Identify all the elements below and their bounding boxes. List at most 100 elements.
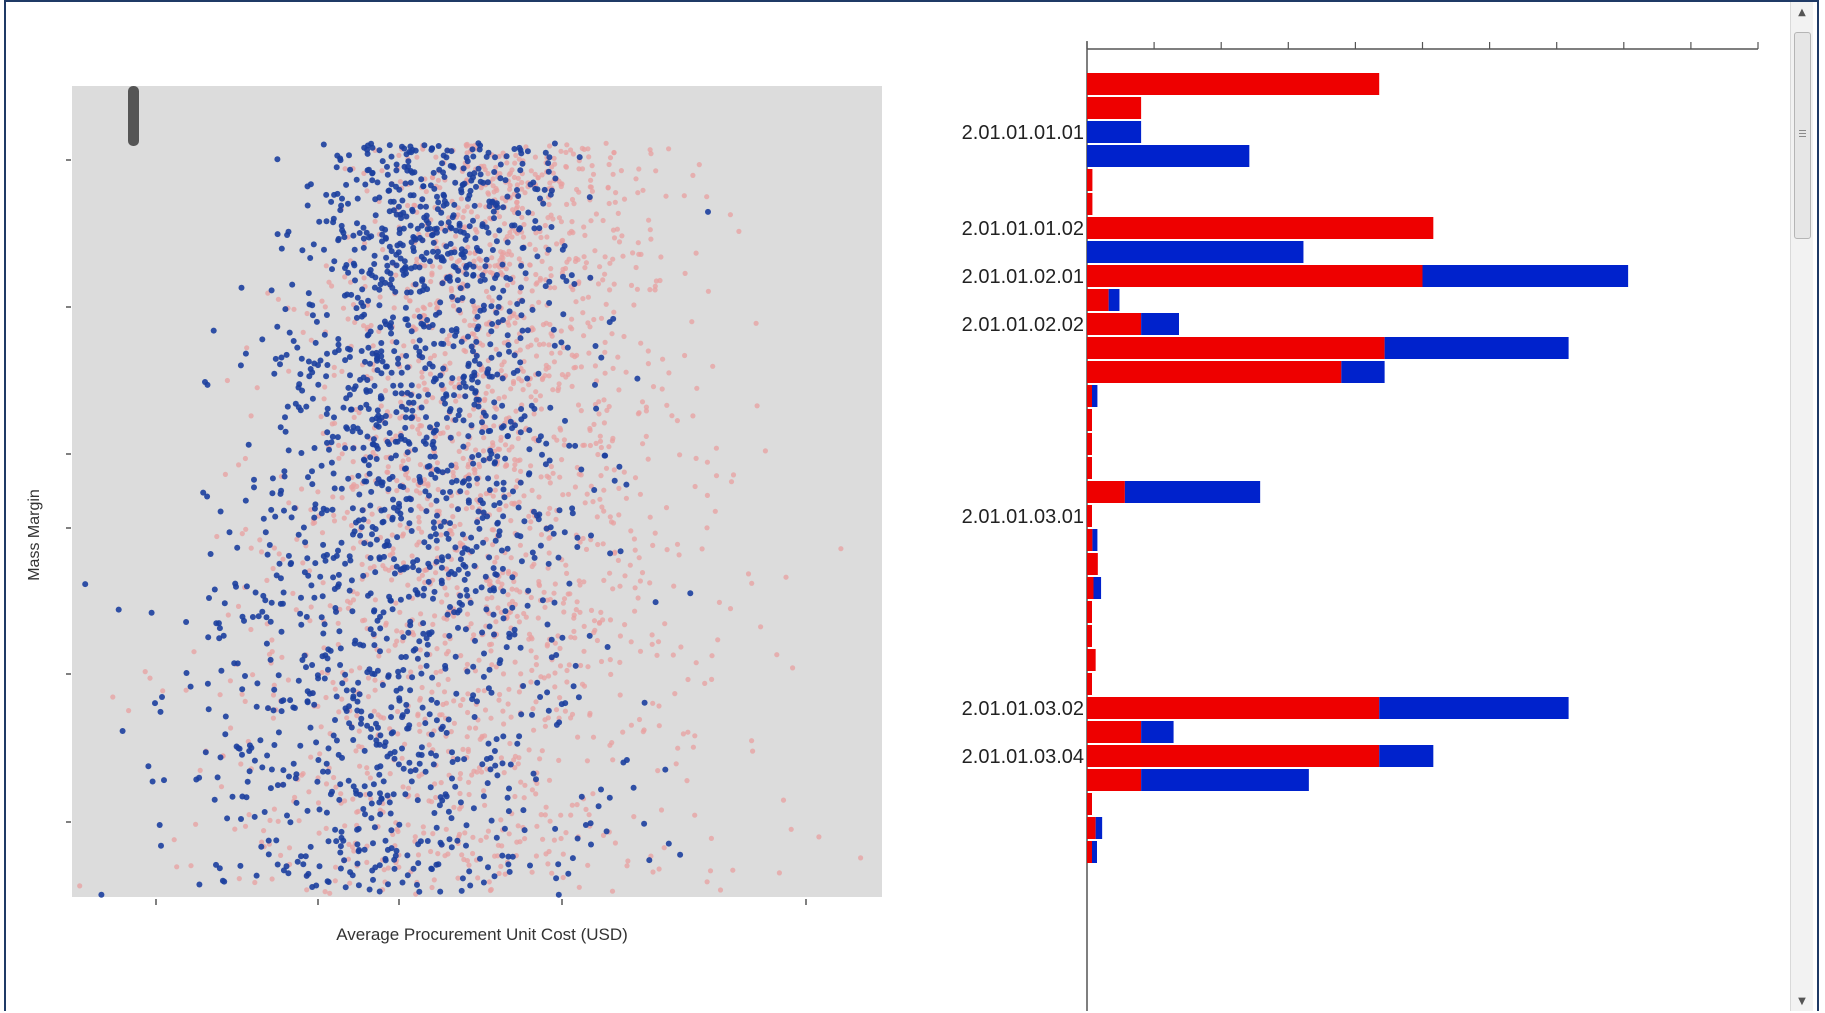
bar-segment-red[interactable]: [1087, 409, 1092, 431]
bar-segment-blue[interactable]: [1141, 313, 1179, 335]
bar-segment-red[interactable]: [1087, 337, 1385, 359]
scatter-point: [336, 442, 342, 448]
scatter-point: [692, 483, 698, 490]
scatter-point: [610, 171, 616, 177]
bar-segment-red[interactable]: [1087, 769, 1142, 791]
scroll-down-icon[interactable]: ▼: [1798, 996, 1806, 1007]
bar-segment-blue[interactable]: [1141, 721, 1174, 743]
bar-segment-blue[interactable]: [1093, 577, 1102, 599]
bar-segment-blue[interactable]: [1087, 121, 1142, 143]
bar-segment-blue[interactable]: [1087, 145, 1250, 167]
scatter-point: [487, 242, 493, 248]
bar-segment-red[interactable]: [1087, 841, 1092, 863]
bar-segment-blue[interactable]: [1422, 265, 1629, 287]
bar-category-label: 2.01.01.02.01: [962, 266, 1084, 288]
scatter-point: [692, 812, 698, 818]
scatter-point: [270, 565, 276, 572]
scatter-point: [225, 612, 231, 618]
bar-segment-blue[interactable]: [1087, 241, 1304, 263]
bar-segment-blue[interactable]: [1108, 289, 1120, 311]
bar-segment-red[interactable]: [1087, 361, 1342, 383]
bar-segment-red[interactable]: [1087, 577, 1094, 599]
bar-segment-red[interactable]: [1087, 481, 1125, 503]
scatter-point: [632, 475, 639, 481]
scroll-up-icon[interactable]: ▲: [1798, 7, 1806, 18]
bar-segment-red[interactable]: [1087, 745, 1380, 767]
scatter-point: [717, 887, 724, 893]
bar-segment-blue[interactable]: [1379, 697, 1569, 719]
scatter-point: [384, 409, 390, 415]
bar-segment-red[interactable]: [1087, 721, 1142, 743]
bar-segment-blue[interactable]: [1141, 769, 1309, 791]
bar-segment-blue[interactable]: [1092, 841, 1097, 863]
scatter-point: [533, 791, 539, 797]
scatter-point: [550, 170, 556, 176]
scatter-point: [529, 667, 535, 674]
scatter-point: [348, 279, 354, 285]
scatter-point: [570, 230, 576, 236]
bar-segment-red[interactable]: [1087, 649, 1096, 671]
scatter-point: [486, 879, 492, 885]
scatter-point: [674, 541, 681, 547]
bar-segment-red[interactable]: [1087, 193, 1093, 215]
scatter-point: [433, 154, 439, 160]
scatter-point: [393, 272, 399, 278]
scatter-point: [556, 757, 562, 764]
scatter-point: [434, 646, 440, 652]
bar-segment-red[interactable]: [1087, 625, 1092, 647]
bar-segment-red[interactable]: [1087, 433, 1092, 455]
bar-segment-red[interactable]: [1087, 265, 1423, 287]
scatter-point: [575, 257, 581, 263]
scatter-point: [323, 781, 330, 787]
scatter-point: [515, 458, 521, 464]
scatter-point: [659, 386, 665, 392]
bar-segment-red[interactable]: [1087, 457, 1092, 479]
bar-segment-red[interactable]: [1087, 97, 1142, 119]
bar-segment-red[interactable]: [1087, 505, 1092, 527]
scatter-point: [658, 254, 664, 260]
bar-segment-red[interactable]: [1087, 73, 1380, 95]
bar-segment-red[interactable]: [1087, 217, 1434, 239]
bar-segment-blue[interactable]: [1384, 337, 1569, 359]
scatter-point: [239, 691, 245, 697]
scatter-point: [269, 876, 275, 882]
scatter-point: [650, 542, 656, 549]
scatter-point: [160, 688, 166, 694]
bar-segment-red[interactable]: [1087, 697, 1380, 719]
bar-segment-red[interactable]: [1087, 289, 1109, 311]
bar-segment-blue[interactable]: [1092, 385, 1098, 407]
vertical-scrollbar[interactable]: ▲ ▼: [1790, 2, 1813, 1011]
scatter-point: [469, 772, 475, 778]
bar-segment-red[interactable]: [1087, 169, 1093, 191]
scroll-thumb[interactable]: [1794, 32, 1811, 239]
bar-segment-blue[interactable]: [1124, 481, 1261, 503]
scatter-point: [236, 462, 242, 468]
bar-segment-blue[interactable]: [1095, 817, 1103, 839]
scatter-point: [423, 567, 429, 573]
bar-segment-red[interactable]: [1087, 313, 1142, 335]
bar-segment-red[interactable]: [1087, 529, 1093, 551]
scatter-point: [490, 440, 496, 446]
scatter-point: [348, 668, 355, 674]
bar-segment-blue[interactable]: [1092, 529, 1098, 551]
bar-segment-red[interactable]: [1087, 385, 1092, 407]
scatter-point: [405, 582, 411, 588]
scatter-point: [596, 399, 602, 405]
bar-segment-red[interactable]: [1087, 673, 1092, 695]
bar-segment-blue[interactable]: [1379, 745, 1434, 767]
bar-segment-red[interactable]: [1087, 817, 1096, 839]
bar-segment-blue[interactable]: [1341, 361, 1385, 383]
scatter-point: [444, 616, 450, 622]
scatter-point: [557, 695, 563, 701]
scatter-point: [506, 831, 512, 837]
bar-segment-red[interactable]: [1087, 793, 1092, 815]
scatter-point: [614, 226, 621, 232]
scatter-point: [542, 604, 548, 610]
scatter-point: [858, 855, 864, 861]
bar-segment-red[interactable]: [1087, 601, 1092, 623]
scatter-point: [622, 573, 628, 579]
scatter-point: [428, 848, 434, 855]
scatter-point: [397, 179, 403, 185]
bar-segment-red[interactable]: [1087, 553, 1098, 575]
scatter-point: [370, 343, 376, 349]
